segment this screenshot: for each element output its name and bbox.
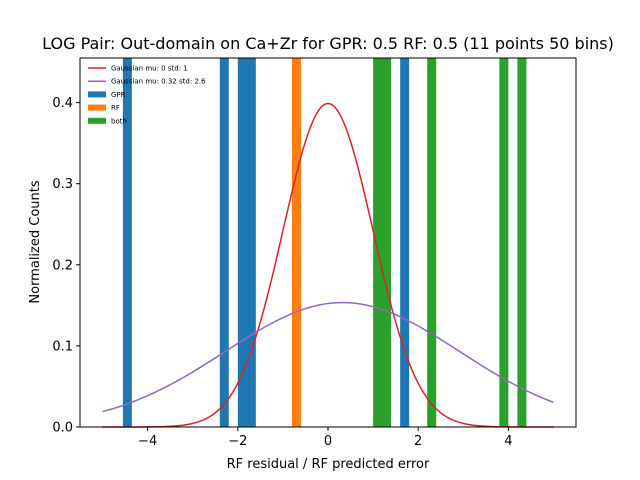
legend-swatch-gpr	[88, 91, 106, 98]
legend-label-rf: RF	[111, 104, 120, 112]
y-axis-label: Normalized Counts	[28, 180, 43, 303]
x-tick-label-5: 4	[504, 434, 512, 449]
y-tick-label-5: 0.4	[52, 96, 73, 111]
gaussian-curve-1	[102, 102, 554, 428]
x-tick-label-4: 2	[414, 434, 422, 449]
x-axis-label: RF residual / RF predicted error	[227, 457, 430, 472]
gpr-bar-3	[237, 58, 256, 427]
rf-bar-1	[291, 58, 301, 427]
legend-swatch-both	[88, 117, 106, 124]
both-bar-4	[517, 58, 527, 427]
both-bar-3	[499, 58, 509, 427]
y-tick-label-4: 0.3	[52, 177, 73, 192]
legend-label-gaussian-2: Gaussian mu: 0.32 std: 2.6	[111, 78, 206, 86]
gpr-bar-4	[400, 58, 410, 427]
both-bar-2	[427, 58, 437, 427]
y-tick-label-2: 0.1	[52, 339, 73, 354]
chart-title: LOG Pair: Out-domain on Ca+Zr for GPR: 0…	[42, 34, 614, 53]
legend-label-gaussian-1: Gaussian mu: 0 std: 1	[111, 65, 188, 73]
both-bar-1	[373, 58, 392, 427]
y-tick-label-3: 0.2	[52, 258, 73, 273]
legend-label-both: both	[111, 117, 127, 125]
x-tick-label-1: −4	[138, 434, 157, 449]
x-tick-label-3: 0	[324, 434, 332, 449]
gpr-bar-2	[219, 58, 229, 427]
plot-area: −4 −2 0 2 4 0.0 0.1 0.2 0.3 0.4 Gaussian mu: 0 std…	[52, 57, 577, 449]
x-tick-label-2: −2	[228, 434, 247, 449]
legend-label-gpr: GPR	[111, 91, 126, 99]
legend-swatch-rf	[88, 104, 106, 111]
gpr-bar-1	[122, 58, 132, 427]
y-tick-label-1: 0.0	[52, 421, 73, 436]
gaussian-curve-2	[102, 301, 554, 413]
